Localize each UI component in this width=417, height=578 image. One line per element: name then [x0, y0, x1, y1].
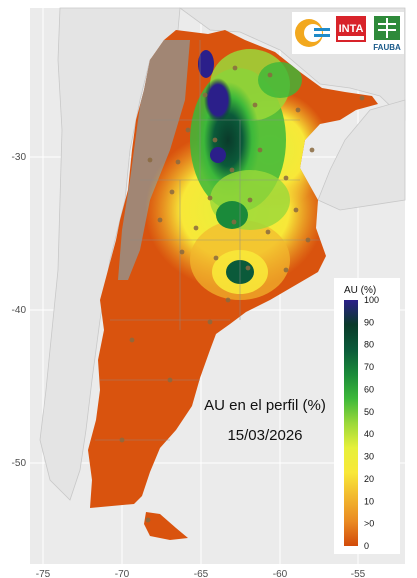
andes-no-data [118, 40, 190, 280]
legend-colorbar [344, 300, 358, 546]
x-tick: -75 [36, 569, 51, 578]
y-tick: -40 [12, 305, 27, 316]
legend-label: 50 [364, 407, 374, 417]
y-axis-ticks: -30 -40 -50 [12, 152, 27, 469]
legend-label: 20 [364, 474, 374, 484]
legend-label: 10 [364, 496, 374, 506]
weather-stations [119, 65, 365, 523]
x-tick: -55 [351, 569, 366, 578]
x-axis-ticks: -75 -70 -65 -60 -55 [36, 569, 366, 578]
legend-label: 90 [364, 317, 374, 327]
fauba-logo-text: FAUBA [373, 43, 401, 52]
map-annotation-title: AU en el perfil (%) [204, 397, 326, 414]
inta-logo-text: INTA [339, 23, 364, 35]
legend-label: 80 [364, 340, 374, 350]
legend: AU (%) 100 90 80 70 60 50 40 30 20 10 >0 0 [334, 278, 400, 554]
legend-label: 0 [364, 541, 369, 551]
y-tick: -50 [12, 458, 27, 469]
y-tick: -30 [12, 152, 27, 163]
legend-label: 60 [364, 384, 374, 394]
ministry-logo [295, 19, 330, 47]
x-tick: -65 [194, 569, 209, 578]
x-tick: -60 [273, 569, 288, 578]
fauba-logo: FAUBA [373, 16, 401, 52]
legend-label: 100 [364, 295, 379, 305]
legend-label: 70 [364, 362, 374, 372]
legend-title: AU (%) [344, 285, 376, 296]
legend-label: >0 [364, 519, 374, 529]
x-tick: -70 [115, 569, 130, 578]
legend-label: 30 [364, 452, 374, 462]
tierra-del-fuego [144, 512, 188, 540]
province-borders [95, 40, 320, 441]
map-annotation-date: 15/03/2026 [227, 427, 302, 444]
inta-logo: INTA [336, 16, 366, 42]
legend-label: 40 [364, 429, 374, 439]
logos: INTA FAUBA [292, 12, 404, 54]
